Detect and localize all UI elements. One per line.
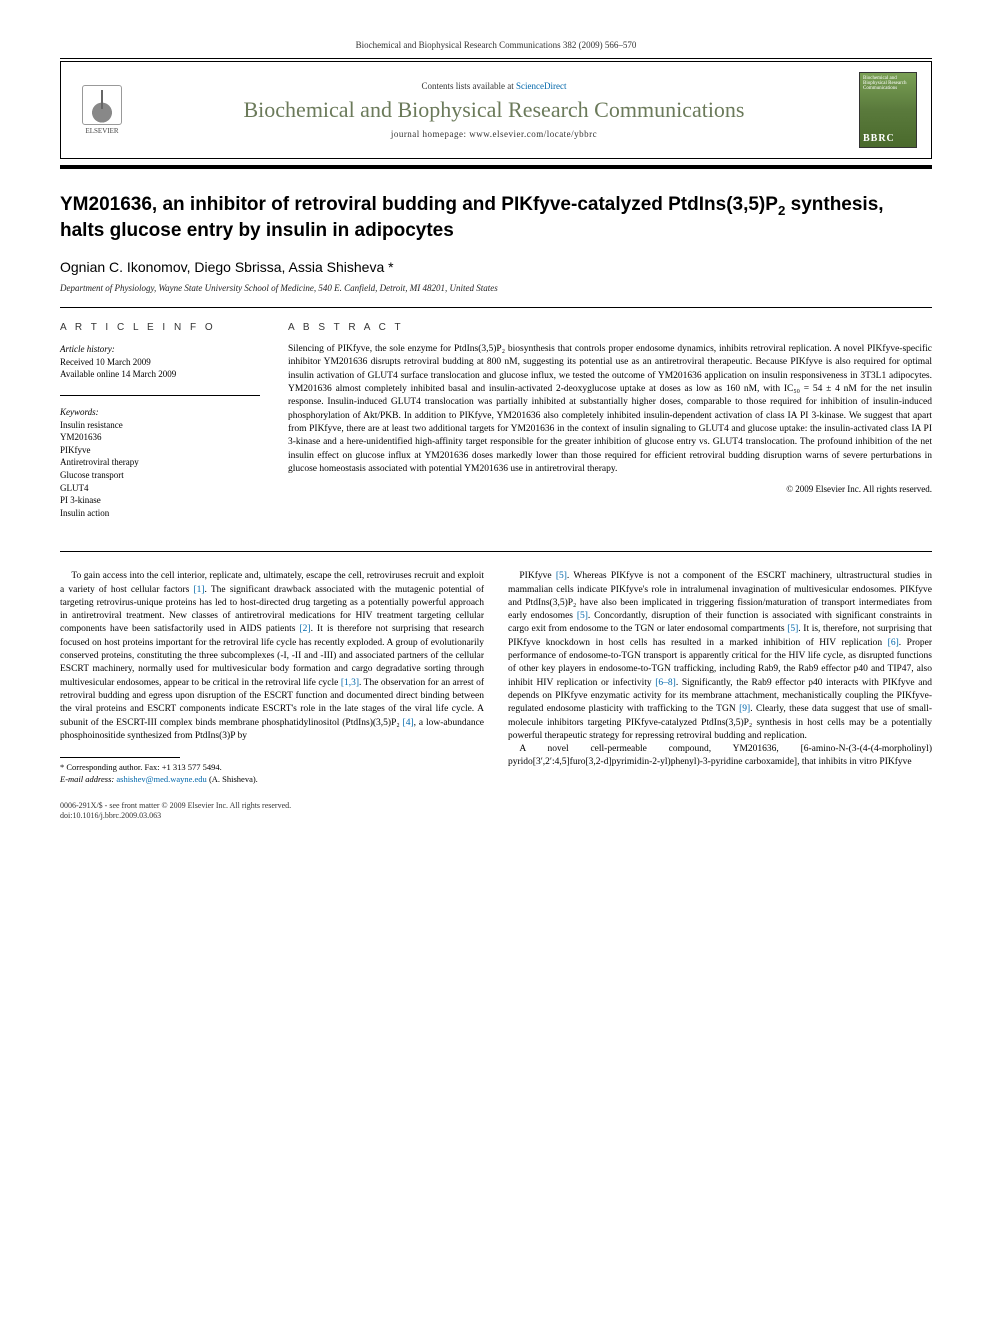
- body-paragraph: To gain access into the cell interior, r…: [60, 570, 484, 743]
- banner-center: Contents lists available at ScienceDirec…: [143, 81, 845, 139]
- elsevier-logo: ELSEVIER: [75, 80, 129, 140]
- contents-available-line: Contents lists available at ScienceDirec…: [143, 81, 845, 91]
- article-history-block: Article history: Received 10 March 2009 …: [60, 343, 260, 381]
- history-label: Article history:: [60, 343, 260, 356]
- page-footer: 0006-291X/$ - see front matter © 2009 El…: [60, 801, 932, 822]
- email-label: E-mail address:: [60, 774, 114, 784]
- keyword: PIKfyve: [60, 444, 260, 457]
- homepage-prefix: journal homepage:: [391, 129, 469, 139]
- article-title: YM201636, an inhibitor of retroviral bud…: [60, 193, 932, 243]
- email-link[interactable]: ashishev@med.wayne.edu: [116, 774, 206, 784]
- keyword: Insulin action: [60, 507, 260, 520]
- journal-title: Biochemical and Biophysical Research Com…: [143, 97, 845, 123]
- keyword: PI 3-kinase: [60, 494, 260, 507]
- keyword: Insulin resistance: [60, 419, 260, 432]
- cover-abbr: BBRC: [863, 133, 895, 144]
- abstract-heading: A B S T R A C T: [288, 322, 932, 333]
- corr-author-line: * Corresponding author. Fax: +1 313 577 …: [60, 762, 484, 773]
- authors: Ognian C. Ikonomov, Diego Sbrissa, Assia…: [60, 259, 932, 275]
- keywords-label: Keywords:: [60, 406, 260, 419]
- abstract-copyright: © 2009 Elsevier Inc. All rights reserved…: [288, 484, 932, 494]
- abstract-text: Silencing of PIKfyve, the sole enzyme fo…: [288, 343, 932, 476]
- body-rule: [60, 551, 932, 552]
- journal-cover-thumbnail: Biochemical and Biophysical Research Com…: [859, 72, 917, 148]
- keywords-list: Insulin resistance YM201636 PIKfyve Anti…: [60, 419, 260, 520]
- affiliation: Department of Physiology, Wayne State Un…: [60, 283, 932, 293]
- article-info-heading: A R T I C L E I N F O: [60, 322, 260, 333]
- journal-homepage-line: journal homepage: www.elsevier.com/locat…: [143, 129, 845, 139]
- body-column-right: PIKfyve [5]. Whereas PIKfyve is not a co…: [508, 570, 932, 785]
- publisher-name: ELSEVIER: [85, 127, 118, 135]
- footnote-rule: [60, 757, 180, 758]
- body-column-left: To gain access into the cell interior, r…: [60, 570, 484, 785]
- abstract-column: A B S T R A C T Silencing of PIKfyve, th…: [288, 322, 932, 533]
- received-date: Received 10 March 2009: [60, 356, 260, 369]
- running-header: Biochemical and Biophysical Research Com…: [60, 40, 932, 50]
- keyword: YM201636: [60, 431, 260, 444]
- cover-text: Biochemical and Biophysical Research Com…: [863, 76, 906, 91]
- contents-prefix: Contents lists available at: [422, 81, 516, 91]
- keyword: GLUT4: [60, 482, 260, 495]
- keyword: Glucose transport: [60, 469, 260, 482]
- thick-rule: [60, 165, 932, 169]
- mid-rule: [60, 307, 932, 308]
- info-abstract-row: A R T I C L E I N F O Article history: R…: [60, 322, 932, 533]
- title-pre: YM201636, an inhibitor of retroviral bud…: [60, 194, 778, 215]
- article-info-column: A R T I C L E I N F O Article history: R…: [60, 322, 260, 533]
- footer-doi: doi:10.1016/j.bbrc.2009.03.063: [60, 811, 932, 821]
- top-rule: [60, 58, 932, 59]
- email-name: (A. Shisheva).: [209, 774, 258, 784]
- homepage-url: www.elsevier.com/locate/ybbrc: [469, 129, 597, 139]
- body-paragraph: A novel cell-permeable compound, YM20163…: [508, 743, 932, 770]
- footer-line-1: 0006-291X/$ - see front matter © 2009 El…: [60, 801, 932, 811]
- keywords-block: Keywords: Insulin resistance YM201636 PI…: [60, 406, 260, 519]
- body-paragraph: PIKfyve [5]. Whereas PIKfyve is not a co…: [508, 570, 932, 743]
- info-divider: [60, 395, 260, 396]
- corresponding-author-footnote: * Corresponding author. Fax: +1 313 577 …: [60, 762, 484, 785]
- elsevier-tree-icon: [82, 85, 122, 125]
- keyword: Antiretroviral therapy: [60, 456, 260, 469]
- available-date: Available online 14 March 2009: [60, 368, 260, 381]
- journal-banner: ELSEVIER Contents lists available at Sci…: [60, 61, 932, 159]
- sciencedirect-link[interactable]: ScienceDirect: [516, 81, 566, 91]
- body-columns: To gain access into the cell interior, r…: [60, 570, 932, 785]
